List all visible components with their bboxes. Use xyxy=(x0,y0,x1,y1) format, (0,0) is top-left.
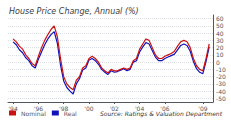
svg-text:50: 50 xyxy=(216,22,224,29)
svg-text:Real: Real xyxy=(64,110,77,117)
svg-text:60: 60 xyxy=(216,15,224,22)
svg-text:Source: Ratings & Valuation De: Source: Ratings & Valuation Department xyxy=(100,110,223,118)
svg-text:House Price Change, Annual (%): House Price Change, Annual (%) xyxy=(9,7,139,16)
svg-text:20: 20 xyxy=(216,44,224,51)
svg-text:'04: '04 xyxy=(135,104,145,112)
svg-text:'96: '96 xyxy=(33,104,43,112)
svg-text:0: 0 xyxy=(216,59,220,66)
svg-text:'02: '02 xyxy=(109,104,119,112)
svg-text:-30: -30 xyxy=(216,80,226,87)
svg-text:30: 30 xyxy=(216,37,224,44)
svg-text:-10: -10 xyxy=(216,66,226,73)
svg-text:'98: '98 xyxy=(59,104,69,112)
svg-text:'94: '94 xyxy=(8,105,17,112)
svg-text:'00: '00 xyxy=(84,105,93,112)
svg-text:'06: '06 xyxy=(160,104,170,112)
svg-text:-40: -40 xyxy=(216,88,226,95)
svg-text:-50: -50 xyxy=(216,95,226,102)
svg-text:40: 40 xyxy=(216,30,224,37)
svg-text:Nominal: Nominal xyxy=(21,110,46,117)
svg-text:10: 10 xyxy=(216,51,224,58)
svg-text:-20: -20 xyxy=(216,73,226,80)
svg-text:'09: '09 xyxy=(198,104,208,112)
